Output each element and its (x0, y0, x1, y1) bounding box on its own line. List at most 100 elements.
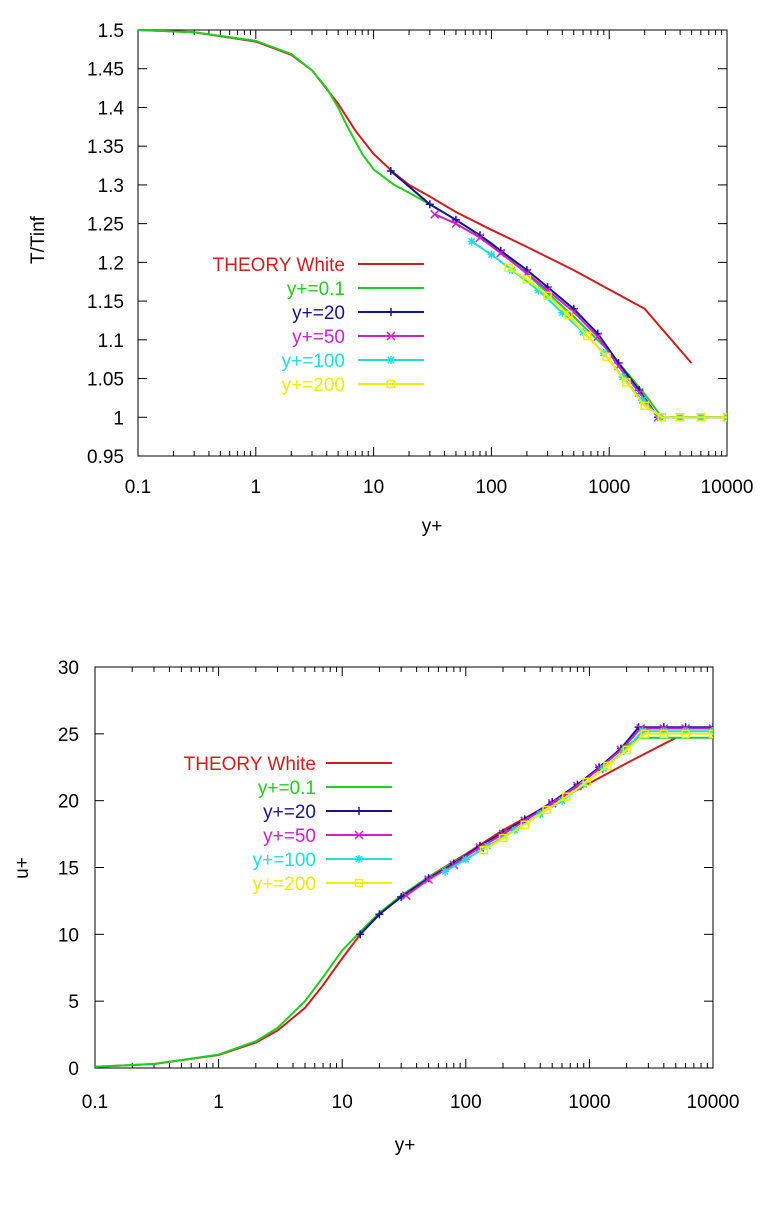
data-point (496, 248, 506, 258)
data-point (708, 729, 713, 739)
legend-label: y+=100 (282, 351, 345, 372)
temperature-profile-chart: 0.1 1 10 100 1000 10000 0.95 1 1.05 1.1 1.15 1.2 1.2… (28, 21, 754, 537)
series-line (95, 736, 713, 1068)
data-point (640, 729, 649, 739)
series-y-0-1 (138, 30, 727, 419)
legend-label: y+=50 (263, 826, 316, 847)
data-point (562, 792, 571, 801)
series-y-0-1 (95, 736, 713, 1068)
legend-label: THEORY White (213, 255, 345, 276)
y-tick-label: 15 (58, 859, 79, 880)
data-point (375, 910, 384, 919)
legend-marker (386, 379, 396, 389)
legend-marker (387, 308, 395, 316)
x-tick-label: 10 (363, 477, 384, 498)
data-point (356, 930, 365, 939)
y-tick-label: 30 (58, 658, 79, 679)
data-point (522, 275, 532, 284)
series-line (138, 30, 727, 419)
legend-label: y+=200 (253, 874, 316, 895)
y-tick-label: 1.05 (87, 370, 124, 391)
data-point (593, 332, 603, 342)
legend-label: y+=0.1 (287, 279, 345, 300)
x-axis-title: y+ (395, 1135, 416, 1156)
legend-label: y+=0.1 (258, 778, 316, 799)
y-tick-label: 25 (58, 725, 79, 746)
x-tick-label: 100 (476, 477, 508, 498)
data-point (696, 413, 706, 422)
data-point (709, 723, 713, 732)
data-point (603, 761, 612, 771)
series-y-20 (386, 166, 727, 422)
y-tick-label: 1.15 (87, 292, 124, 313)
y-tick-label: 10 (58, 925, 79, 946)
legend-marker (355, 807, 363, 815)
data-point (543, 291, 552, 300)
data-point (504, 263, 513, 273)
legend-label: y+=20 (263, 802, 316, 823)
data-point (542, 805, 551, 815)
data-point (564, 310, 573, 320)
y-tick-label: 1.4 (98, 98, 125, 119)
data-point (441, 867, 450, 876)
y-tick-label: 1 (113, 408, 124, 429)
legend-marker (354, 830, 364, 840)
data-point (675, 413, 685, 422)
legend-marker (355, 855, 363, 863)
y-tick-label: 1.45 (87, 60, 124, 81)
data-point (659, 729, 669, 739)
data-point (622, 378, 631, 387)
x-axis-title: y+ (422, 516, 443, 537)
y-axis-title: T/Tinf (28, 215, 49, 264)
data-point (602, 352, 611, 362)
data-point (397, 892, 406, 901)
data-point (461, 855, 470, 864)
y-tick-label: 1.35 (87, 137, 124, 158)
velocity-profile-chart: 0.1 1 10 100 1000 10000 0 5 10 15 20 25 30 y+ u+ THEORY… (12, 658, 740, 1156)
x-tick-label: 0.1 (82, 1092, 108, 1113)
y-tick-label: 1.1 (98, 331, 124, 352)
data-point (498, 833, 508, 843)
x-tick-label: 100 (450, 1092, 482, 1113)
data-point (451, 219, 461, 229)
x-tick-label: 1000 (568, 1092, 610, 1113)
data-point (479, 845, 489, 855)
legend-label: y+=20 (292, 303, 345, 324)
legend-label: y+=200 (282, 375, 345, 396)
plot-frame (94, 666, 714, 1069)
x-tick-label: 10000 (687, 1092, 740, 1113)
data-point (722, 413, 727, 422)
data-point (534, 286, 543, 295)
legend-label: y+=50 (292, 327, 345, 348)
legend-label: THEORY White (184, 754, 316, 775)
data-point (582, 777, 591, 787)
legend-marker (386, 331, 396, 341)
data-point (520, 820, 530, 829)
series-line (359, 726, 713, 935)
data-point (424, 874, 434, 885)
data-point (430, 209, 440, 219)
y-tick-label: 1.5 (98, 21, 124, 42)
legend-label: y+=100 (253, 850, 316, 871)
data-point (582, 331, 592, 341)
plot-frame (137, 29, 728, 457)
series-line (508, 266, 727, 419)
data-point (425, 200, 434, 209)
y-tick-label: 0 (68, 1059, 79, 1080)
series-line (405, 727, 713, 897)
y-tick-label: 1.25 (87, 215, 124, 236)
legend-marker (387, 356, 395, 364)
series-y-200 (504, 263, 727, 422)
data-point (572, 781, 582, 791)
legend-marker (354, 878, 364, 888)
data-point (475, 233, 485, 243)
data-point (401, 891, 411, 901)
data-point (657, 413, 667, 422)
y-tick-label: 0.95 (87, 447, 124, 468)
series-y-50 (401, 723, 713, 901)
x-tick-label: 10 (332, 1092, 353, 1113)
x-tick-label: 10000 (701, 477, 754, 498)
data-point (386, 166, 395, 175)
y-axis-title: u+ (12, 857, 33, 879)
data-point (681, 729, 690, 739)
